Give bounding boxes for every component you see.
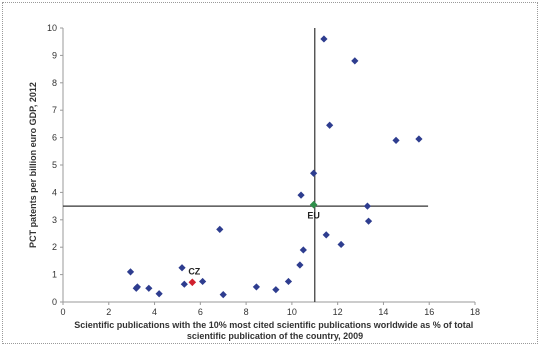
data-point — [322, 231, 330, 239]
data-point — [392, 136, 400, 144]
data-point — [364, 217, 373, 225]
data-point — [252, 283, 261, 291]
data-point — [415, 135, 423, 143]
data-point — [155, 290, 163, 298]
data-point — [180, 280, 188, 288]
data-point — [351, 57, 359, 65]
data-point — [145, 284, 153, 292]
point-labels: EU CZ — [188, 211, 320, 277]
x-tick-label: 18 — [470, 307, 480, 317]
data-point — [126, 268, 135, 276]
y-tick-label: 8 — [52, 78, 57, 88]
y-tick-label: 4 — [52, 187, 57, 197]
data-point — [216, 225, 224, 233]
x-axis-title-line-1: Scientific publications with the 10% mos… — [74, 320, 473, 330]
data-point — [337, 240, 345, 249]
data-point — [284, 277, 293, 286]
data-point — [363, 202, 372, 210]
data-point-eu — [309, 200, 318, 209]
data-point — [219, 291, 227, 299]
data-point — [178, 264, 186, 272]
x-axis-title: Scientific publications with the 10% mos… — [74, 320, 476, 341]
x-tick-label: 6 — [198, 307, 203, 317]
reference-lines — [63, 28, 429, 302]
x-tick-label: 12 — [333, 307, 343, 317]
y-tick-label: 1 — [52, 270, 57, 280]
data-point — [199, 277, 207, 286]
x-tick-label: 2 — [106, 307, 111, 317]
y-tick-label: 10 — [47, 23, 57, 33]
y-axis-title: PCT patents per billion euro GDP, 2012 — [28, 82, 38, 248]
data-point — [272, 286, 280, 294]
x-tick-label: 8 — [244, 307, 249, 317]
chart-frame: 0 1 2 3 4 5 6 7 8 9 10 0 2 4 6 8 10 12 14 16 18 EU CZ PCT pat… — [2, 2, 538, 344]
y-tick-label: 2 — [52, 242, 57, 252]
y-tick-label: 3 — [52, 215, 57, 225]
point-label-eu: EU — [307, 211, 320, 221]
x-tick-label: 14 — [378, 307, 388, 317]
data-point — [133, 283, 141, 291]
data-point — [296, 261, 304, 269]
point-label-cz: CZ — [188, 266, 200, 276]
x-tick-label: 0 — [60, 307, 65, 317]
data-point — [320, 35, 328, 43]
data-point — [299, 246, 307, 254]
data-point — [310, 169, 318, 177]
y-tick-label: 6 — [52, 133, 57, 143]
data-point-cz — [188, 278, 197, 287]
x-axis-title-line-2: scientific publication of the country, 2… — [187, 331, 363, 341]
y-tick-label: 7 — [52, 105, 57, 115]
x-tick-label: 4 — [152, 307, 157, 317]
y-tick-label: 9 — [52, 50, 57, 60]
x-tick-label: 16 — [424, 307, 434, 317]
data-point — [326, 121, 334, 129]
data-point — [297, 191, 305, 199]
y-tick-label: 0 — [52, 297, 57, 307]
x-tick-label: 10 — [287, 307, 297, 317]
data-points — [126, 35, 423, 299]
y-tick-label: 5 — [52, 160, 57, 170]
